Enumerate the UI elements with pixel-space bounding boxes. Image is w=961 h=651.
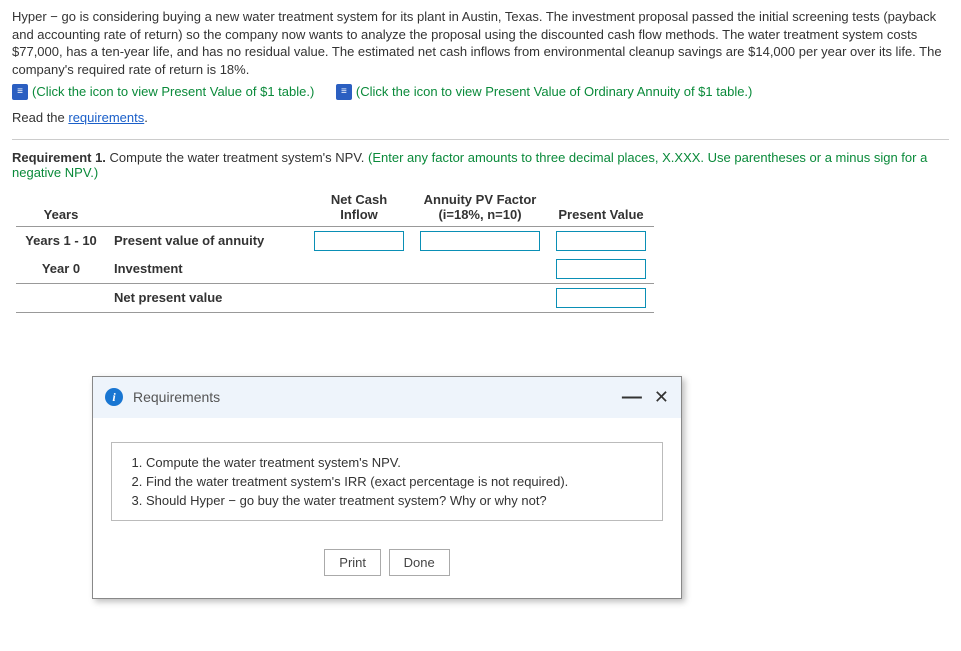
- done-button[interactable]: Done: [389, 549, 450, 576]
- input-netcash-annuity[interactable]: [314, 231, 404, 251]
- close-icon[interactable]: ✕: [654, 387, 669, 408]
- cell-pv-annuity-label: Present value of annuity: [106, 226, 306, 255]
- col-years: Years: [16, 188, 106, 227]
- dialog-footer: Print Done: [93, 531, 681, 598]
- cell-npv-label: Net present value: [106, 283, 306, 312]
- input-pv-annuity[interactable]: [556, 231, 646, 251]
- read-req-prefix: Read the: [12, 110, 68, 125]
- info-icon: i: [105, 388, 123, 406]
- col-netcash: Net Cash Inflow: [306, 188, 412, 227]
- col-factor-l2: (i=18%, n=10): [422, 207, 538, 222]
- input-npv-total[interactable]: [556, 288, 646, 308]
- col-factor: Annuity PV Factor (i=18%, n=10): [412, 188, 548, 227]
- table-icon: ≡: [336, 84, 352, 100]
- requirement-item-3: Should Hyper − go buy the water treatmen…: [146, 491, 648, 510]
- requirement-1-heading: Requirement 1. Compute the water treatme…: [12, 150, 949, 180]
- problem-statement: Hyper − go is considering buying a new w…: [12, 8, 949, 78]
- dialog-title: Requirements: [133, 389, 622, 405]
- col-pv: Present Value: [548, 188, 654, 227]
- minimize-icon[interactable]: —: [622, 393, 642, 401]
- annuity-table-link[interactable]: ≡ (Click the icon to view Present Value …: [336, 84, 752, 100]
- print-button[interactable]: Print: [324, 549, 381, 576]
- npv-table: Years Net Cash Inflow Annuity PV Factor …: [16, 188, 654, 313]
- col-netcash-l2: Inflow: [316, 207, 402, 222]
- dialog-body: Compute the water treatment system's NPV…: [93, 418, 681, 531]
- requirements-box: Compute the water treatment system's NPV…: [111, 442, 663, 521]
- col-netcash-l1: Net Cash: [316, 192, 402, 207]
- reference-links: ≡ (Click the icon to view Present Value …: [12, 82, 949, 100]
- table-icon: ≡: [12, 84, 28, 100]
- divider: [12, 139, 949, 140]
- requirements-dialog: i Requirements — ✕ Compute the water tre…: [92, 376, 682, 599]
- cell-investment-label: Investment: [106, 255, 306, 284]
- pv-table-label: (Click the icon to view Present Value of…: [32, 84, 314, 99]
- table-row-annuity: Years 1 - 10 Present value of annuity: [16, 226, 654, 255]
- col-factor-l1: Annuity PV Factor: [422, 192, 538, 207]
- input-factor-annuity[interactable]: [420, 231, 540, 251]
- req1-text: Compute the water treatment system's NPV…: [106, 150, 368, 165]
- read-req-suffix: .: [144, 110, 148, 125]
- cell-year-0: Year 0: [16, 255, 106, 284]
- read-requirements: Read the requirements.: [12, 110, 949, 125]
- req1-label: Requirement 1.: [12, 150, 106, 165]
- requirement-item-1: Compute the water treatment system's NPV…: [146, 453, 648, 472]
- annuity-table-label: (Click the icon to view Present Value of…: [356, 84, 752, 99]
- cell-years-1-10: Years 1 - 10: [16, 226, 106, 255]
- input-pv-investment[interactable]: [556, 259, 646, 279]
- table-row-npv: Net present value: [16, 283, 654, 312]
- requirements-link[interactable]: requirements: [68, 110, 144, 125]
- npv-table-container: Years Net Cash Inflow Annuity PV Factor …: [12, 188, 654, 313]
- requirement-item-2: Find the water treatment system's IRR (e…: [146, 472, 648, 491]
- dialog-header: i Requirements — ✕: [93, 377, 681, 418]
- pv-table-link[interactable]: ≡ (Click the icon to view Present Value …: [12, 84, 314, 100]
- table-row-investment: Year 0 Investment: [16, 255, 654, 284]
